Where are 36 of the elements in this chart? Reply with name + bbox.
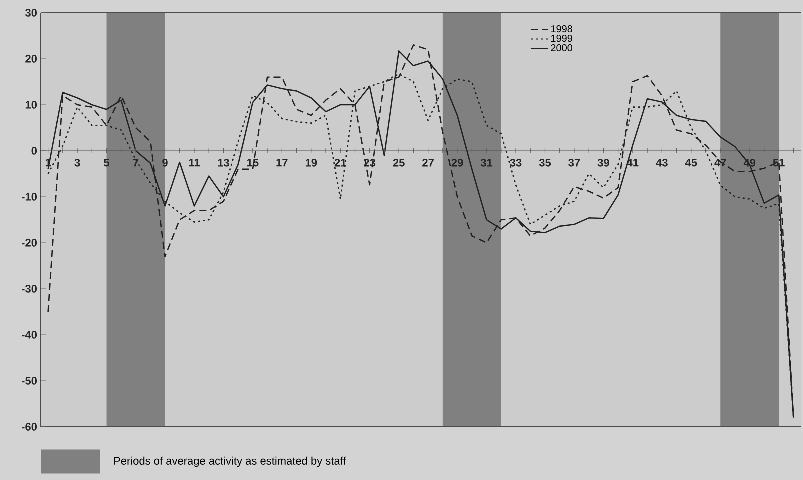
x-tick-label: 51 (773, 159, 785, 167)
y-tick-label: -30 (22, 285, 38, 293)
x-tick-label: 21 (334, 159, 346, 167)
y-tick-label: 10 (26, 101, 38, 109)
x-tick-label: 27 (422, 159, 434, 167)
x-tick-label: 35 (539, 159, 552, 167)
x-tick-label: 33 (510, 159, 522, 167)
x-tick-label: 17 (276, 159, 288, 167)
y-tick-label: -50 (22, 377, 38, 385)
y-tick-label: -20 (22, 239, 38, 247)
legend-label: 2000 (551, 44, 573, 52)
band-label: Periods of average activity as estimated by staff (114, 456, 346, 468)
y-tick-label: -60 (22, 423, 38, 431)
y-tick-label: 30 (25, 9, 38, 17)
x-tick-label: 39 (598, 159, 610, 167)
x-tick-label: 29 (452, 159, 464, 167)
x-tick-label: 19 (306, 159, 318, 167)
y-tick-label: -10 (22, 193, 38, 201)
x-tick-label: 45 (685, 159, 698, 167)
x-tick-label: 43 (656, 159, 668, 167)
x-tick-label: 25 (393, 159, 405, 167)
x-tick-label: 3 (74, 159, 80, 167)
x-tick-label: 7 (133, 159, 139, 167)
x-tick-label: 9 (162, 159, 168, 167)
legend-label: 1998 (551, 25, 572, 33)
y-tick-label: 20 (26, 55, 38, 63)
y-tick-label: 0 (32, 147, 38, 155)
x-tick-label: 31 (480, 159, 493, 167)
x-tick-label: 11 (189, 159, 200, 167)
legend-label: 1999 (551, 34, 572, 42)
x-tick-label: 13 (218, 159, 230, 167)
x-tick-label: 15 (248, 159, 259, 167)
x-tick-label: 37 (568, 159, 580, 167)
x-tick-label: 47 (714, 159, 726, 167)
y-tick-label: -40 (22, 331, 38, 339)
x-tick-label: 5 (104, 159, 110, 167)
